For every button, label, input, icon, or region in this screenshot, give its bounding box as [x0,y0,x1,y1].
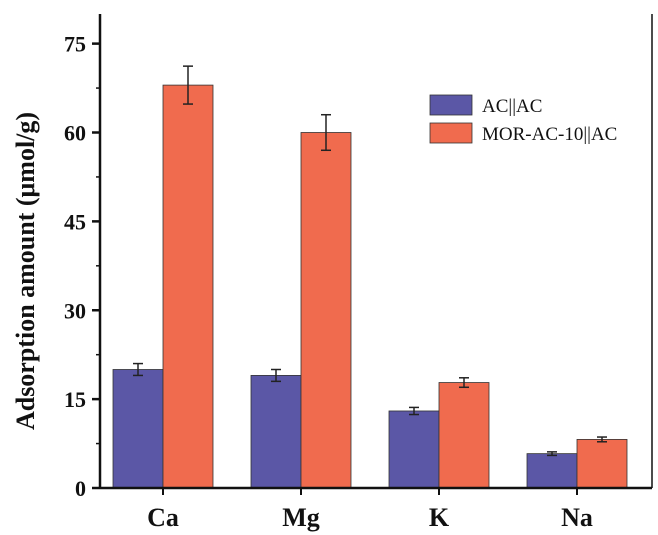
bar-mor-ac-10-ac-k [438,382,490,489]
bar-mor-ac-10-ac-na [576,439,628,489]
bar-ac-ac-ca [112,369,164,489]
y-tick-label: 30 [64,298,86,323]
bar-mor-ac-10-ac-mg [300,132,352,489]
legend-label: MOR-AC-10||AC [482,124,617,145]
y-axis-title: Adsorption amount (μmol/g) [11,112,40,430]
error-bars-layer [133,65,607,457]
x-tick-label-mg: Mg [282,503,320,532]
y-tick-label: 45 [64,209,86,234]
x-ticks-layer: Ca Mg K Na [147,488,593,532]
bars-layer [112,84,628,489]
x-tick-label-k: K [429,503,450,532]
x-tick-label-na: Na [561,503,593,532]
legend: AC||AC MOR-AC-10||AC [429,94,617,145]
bar-mor-ac-10-ac-ca [162,84,214,489]
legend-swatch [429,122,473,144]
bar-ac-ac-k [388,410,440,489]
y-tick-label: 15 [64,387,86,412]
legend-swatch [429,94,473,116]
y-tick-label: 0 [75,476,86,501]
axes-layer [98,14,653,490]
y-ticks-layer: 0 15 30 45 60 75 [64,32,100,501]
x-tick-label-ca: Ca [147,503,179,532]
y-tick-label: 60 [64,121,86,146]
y-tick-label: 75 [64,32,86,57]
bar-ac-ac-na [526,453,578,489]
legend-label: AC||AC [482,96,542,117]
bar-ac-ac-mg [250,375,302,489]
